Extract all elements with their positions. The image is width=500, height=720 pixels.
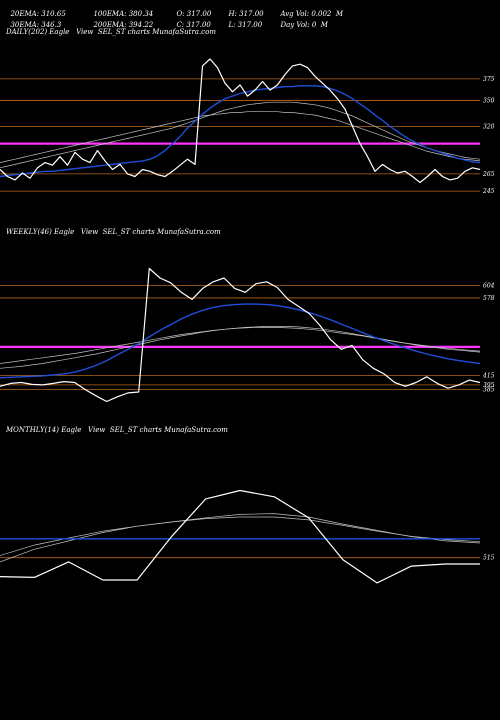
monthly-ema-long-b-line xyxy=(0,516,481,556)
monthly-level-label: 515 xyxy=(483,555,495,562)
monthly-chart-title: MONTHLY(14) Eagle View SEL_ST charts Mun… xyxy=(6,426,228,434)
daily-chart-title: DAILY(202) Eagle View SEL_ST charts Muna… xyxy=(6,28,216,36)
stats-row-2: 30EMA: 346.3 200EMA: 394.22 C: 317.00 L: 31… xyxy=(6,13,328,29)
daily-level-label: 245 xyxy=(482,188,495,195)
daily-price-line xyxy=(0,58,481,184)
monthly-chart: 515 xyxy=(0,489,495,584)
daily-level-label: 350 xyxy=(483,97,495,104)
weekly-ema-short-line xyxy=(0,303,481,379)
weekly-level-label: 604 xyxy=(483,283,495,290)
stats-row-1: 20EMA: 310.65 100EMA: 380.34 O: 317.00 H: 3… xyxy=(6,2,343,18)
daily-ema-long-b-line xyxy=(0,101,481,169)
daily-ema-short-line xyxy=(0,85,481,178)
stat-avg-vol: Avg Vol: 0.002 M xyxy=(280,10,343,18)
stat-ema20: 20EMA: 310.65 xyxy=(10,10,66,18)
daily-level-label: 375 xyxy=(483,76,495,83)
weekly-level-label: 385 xyxy=(483,387,495,394)
daily-level-label: 320 xyxy=(483,123,495,130)
stat-ema200: 200EMA: 394.22 xyxy=(93,21,154,29)
weekly-ema-long-b-line xyxy=(0,327,481,364)
daily-level-label: 265 xyxy=(482,171,495,178)
weekly-chart-title: WEEKLY(46) Eagle View SEL_ST charts Muna… xyxy=(6,228,221,236)
monthly-ema-long-a-line xyxy=(0,513,481,563)
weekly-price-line xyxy=(0,267,481,403)
daily-ema-long-a-line xyxy=(0,111,481,163)
monthly-price-line xyxy=(0,489,480,584)
stat-close: C: 317.00 xyxy=(176,21,211,29)
stat-ema30: 30EMA: 346.3 xyxy=(10,21,62,29)
stat-low: L: 317.00 xyxy=(228,21,263,29)
stat-day-vol: Day Vol: 0 M xyxy=(280,21,328,29)
weekly-level-label: 578 xyxy=(483,295,495,302)
stat-high: H: 317.00 xyxy=(228,10,264,18)
stat-ema100: 100EMA: 380.34 xyxy=(93,10,154,18)
stat-open: O: 317.00 xyxy=(176,10,212,18)
weekly-level-label: 415 xyxy=(482,372,495,379)
daily-chart: 375 350 320 265 245 xyxy=(0,58,495,195)
weekly-level-label: 395 xyxy=(483,382,495,389)
